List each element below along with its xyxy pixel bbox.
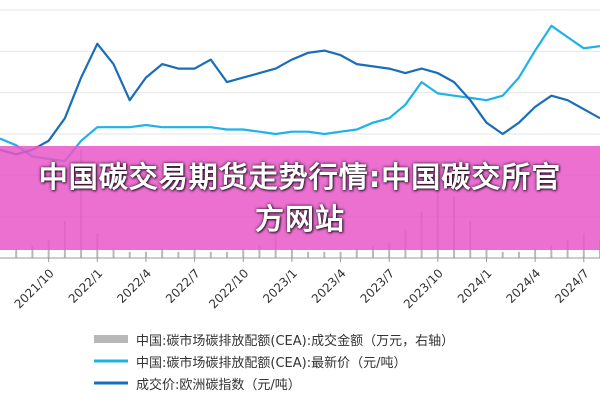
volume-bar <box>209 251 212 258</box>
volume-bar <box>161 248 164 258</box>
volume-bar <box>339 251 342 258</box>
x-tick-label: 2023/10 <box>401 266 446 311</box>
legend-label-volume: 中国:碳市场碳排放配额(CEA):成交金额（万元，右轴） <box>136 333 455 349</box>
x-tick-label: 2023/1 <box>260 266 300 306</box>
legend-item-volume: 中国:碳市场碳排放配额(CEA):成交金额（万元，右轴） <box>94 328 574 350</box>
title-banner <box>0 146 600 250</box>
legend-swatch-volume <box>94 335 128 343</box>
volume-bar <box>388 242 391 258</box>
x-tick-label: 2024/4 <box>504 266 544 306</box>
chart-legend: 中国:碳市场碳排放配额(CEA):成交金额（万元，右轴） 中国:碳市场碳排放配额… <box>94 328 574 394</box>
legend-swatch-cea-price <box>94 359 128 363</box>
legend-swatch-eu-price <box>94 381 128 385</box>
x-tick-label: 2024/7 <box>552 266 592 306</box>
volume-bar <box>371 245 374 258</box>
x-tick-label: 2022/1 <box>66 266 106 306</box>
volume-bar <box>517 251 520 258</box>
volume-bar <box>290 248 293 258</box>
eu-price-line <box>0 42 600 156</box>
volume-bar <box>485 248 488 258</box>
x-tick-label: 2022/7 <box>163 266 203 306</box>
volume-bar <box>15 248 18 258</box>
price-lines <box>0 24 600 163</box>
x-tick-label: 2022/10 <box>206 266 251 311</box>
volume-bar <box>323 251 326 258</box>
legend-item-cea-price: 中国:碳市场碳排放配额(CEA):最新价（元/吨） <box>94 350 574 372</box>
volume-bar <box>550 245 553 258</box>
x-tick-label: 2023/7 <box>358 266 398 306</box>
volume-bar <box>112 248 115 258</box>
x-tick-label: 2024/1 <box>455 266 495 306</box>
x-axis: 2021/10 2022/1 2022/4 2022/7 2022/10 2023/1 20… <box>0 257 600 311</box>
volume-bar <box>193 248 196 258</box>
x-tick-label: 2023/4 <box>309 266 349 306</box>
volume-bar <box>534 248 537 258</box>
banner-title: 中国碳交易期货走势行情:中国碳交所官方网站 <box>38 160 562 236</box>
volume-bar <box>144 251 147 258</box>
volume-bar <box>177 251 180 258</box>
volume-bar <box>501 251 504 258</box>
volume-bar <box>242 248 245 258</box>
volume-bar <box>31 245 34 258</box>
volume-bar <box>258 245 261 258</box>
volume-bar <box>226 251 229 258</box>
legend-label-eu-price: 成交价:欧洲碳指数（元/吨） <box>136 377 301 393</box>
x-tick-label: 2022/4 <box>114 266 154 306</box>
legend-label-cea-price: 中国:碳市场碳排放配额(CEA):最新价（元/吨） <box>136 355 407 371</box>
cea-price-line <box>0 24 600 163</box>
volume-bar <box>307 251 310 258</box>
legend-item-eu-price: 成交价:欧洲碳指数（元/吨） <box>94 372 574 394</box>
volume-bar <box>355 248 358 258</box>
volume-bar <box>128 251 131 258</box>
x-tick-label: 2021/10 <box>12 266 57 311</box>
